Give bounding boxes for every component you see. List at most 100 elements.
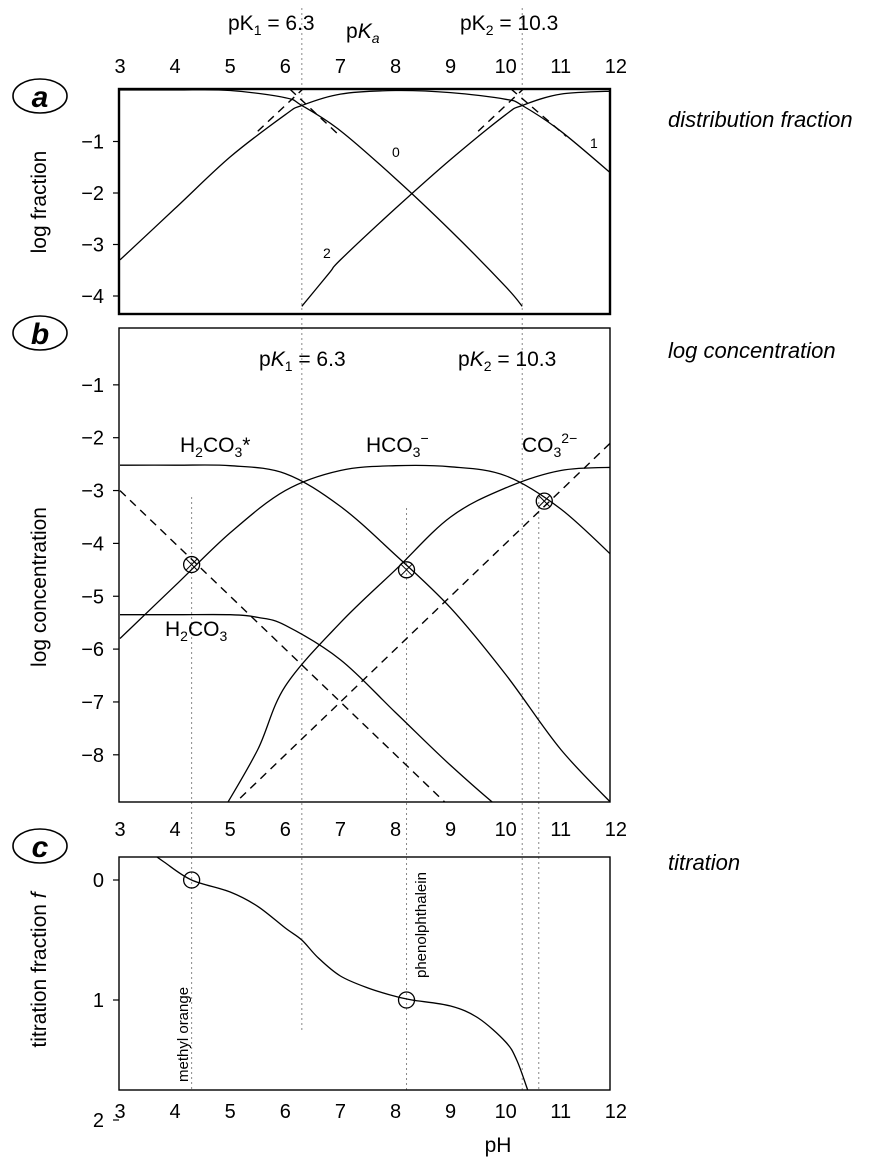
titration-marker [397, 991, 416, 1009]
x-tick-label: 9 [445, 1101, 456, 1123]
x-tick-label: 7 [335, 819, 346, 841]
titration-marker [531, 1112, 547, 1128]
x-tick-labels-top: 3 4 5 6 7 8 9 10 11 12 [114, 56, 627, 78]
x-axis-label: pH [485, 1134, 512, 1157]
x-tick-label: 7 [335, 1101, 346, 1123]
y-tick-label: 0 [93, 870, 104, 892]
series-f-line [155, 857, 529, 1090]
y-tick-label: −3 [81, 235, 104, 257]
x-tick-label: 3 [114, 56, 125, 78]
panel-b-curves [119, 442, 610, 802]
series-h2co3--line [119, 464, 610, 802]
label-h2co3-star: H2CO3* [180, 434, 250, 460]
x-tick-label: 6 [280, 56, 291, 78]
y-tick-label: 1 [93, 990, 104, 1012]
curve-label-0: 0 [392, 144, 400, 160]
y-tick-label: −1 [81, 375, 104, 397]
x-tick-label: 3 [114, 1101, 125, 1123]
x-tick-label: 4 [170, 56, 181, 78]
marker-cross [538, 495, 551, 507]
b-pk2-annotation: pK2 = 10.3 [458, 348, 556, 374]
asymptote-line [509, 89, 567, 137]
pka-title: pKa [346, 20, 380, 46]
label-h2co3: H2CO3 [165, 618, 227, 644]
panel-a-badge [12, 78, 68, 114]
panel-a: a distribution fraction log fraction −1 −… [12, 78, 853, 316]
y-tick-label: −2 [81, 183, 104, 205]
x-tick-label: 8 [390, 56, 401, 78]
panel-c: c titration titration fraction f 012 met… [12, 828, 740, 1132]
x-tick-label: 12 [605, 819, 627, 841]
panel-b-badge-letter: b [31, 318, 49, 351]
y-tick-label: −1 [81, 132, 104, 154]
x-tick-label: 3 [114, 819, 125, 841]
series-co3-2--line [227, 466, 610, 802]
series-1-line [119, 89, 610, 261]
curve-label-1: 1 [590, 135, 598, 151]
equivalence-point-marker [535, 492, 553, 510]
x-tick-label: 9 [445, 819, 456, 841]
y-tick-label: −8 [81, 745, 104, 767]
x-tick-label: 10 [495, 56, 517, 78]
asymptote-line [477, 89, 525, 132]
b-pk1-annotation: pK1 = 6.3 [259, 348, 346, 374]
panel-c-y-ticks: 0 1 2 [93, 870, 119, 1132]
x-tick-label: 8 [390, 819, 401, 841]
x-tick-label: 10 [495, 1101, 517, 1123]
x-tick-labels-bottom: 3 4 5 6 7 8 9 10 11 12 [114, 1101, 627, 1123]
x-tick-label: 8 [390, 1101, 401, 1123]
panel-b-badge [12, 315, 68, 351]
y-tick-label: −4 [81, 533, 104, 555]
panel-b-ylabel: log concentration [28, 507, 51, 667]
y-tick-label: 2 [93, 1110, 104, 1132]
x-tick-label: 11 [550, 819, 571, 841]
y-tick-label: −7 [81, 692, 104, 714]
x-tick-label: 5 [225, 819, 236, 841]
marker-cross [400, 563, 413, 576]
x-tick-label: 12 [605, 1101, 627, 1123]
panel-a-frame [117, 87, 612, 316]
panel-c-curves [155, 857, 547, 1128]
panel-a-curve-labels: 0 1 2 [323, 135, 598, 261]
y-tick-label: −5 [81, 586, 104, 608]
x-tick-label: 6 [280, 819, 291, 841]
panel-c-badge-letter: c [32, 831, 49, 864]
top-axis-titles: pK1 = 6.3 pKa pK2 = 10.3 [228, 12, 558, 46]
marker-cross [185, 558, 198, 571]
y-tick-label: −4 [81, 286, 104, 308]
x-tick-label: 10 [495, 819, 517, 841]
x-tick-label: 5 [225, 56, 236, 78]
series-2-line [301, 90, 610, 307]
panel-c-frame [118, 856, 611, 1091]
panel-a-curves [119, 89, 610, 307]
y-tick-label: −3 [81, 481, 104, 503]
series-oh--line [235, 442, 610, 802]
label-hco3: HCO3− [366, 430, 429, 460]
vertical-guides [191, 8, 540, 1090]
series-h--line [119, 490, 446, 802]
panel-a-badge-letter: a [32, 81, 49, 114]
y-tick-label: −2 [81, 428, 104, 450]
panel-b: b log concentration log concentration −1… [12, 315, 836, 803]
y-tick-label: −6 [81, 639, 104, 661]
x-tick-label: 4 [170, 819, 181, 841]
panel-a-label: distribution fraction [668, 107, 853, 132]
panel-a-ylabel: log fraction [28, 151, 51, 254]
indicator-methyl-orange: methyl orange [175, 987, 192, 1082]
x-tick-label: 7 [335, 56, 346, 78]
panel-b-y-ticks: −1 −2 −3 −4 −5 −6 −7 −8 [81, 375, 119, 767]
panel-b-label: log concentration [668, 338, 836, 363]
panel-c-badge [12, 828, 68, 864]
label-co3: CO32− [522, 430, 577, 460]
curve-label-2: 2 [323, 245, 331, 261]
series-h2co3-line [119, 613, 494, 802]
panel-c-label: titration [668, 850, 740, 875]
x-tick-label: 12 [605, 56, 627, 78]
x-tick-label: 11 [550, 1101, 571, 1123]
pk2-title: pK2 = 10.3 [460, 12, 558, 38]
titration-marker [182, 871, 201, 889]
equivalence-point-marker [397, 561, 416, 579]
x-tick-label: 5 [225, 1101, 236, 1123]
series-hco3--line [119, 464, 610, 639]
